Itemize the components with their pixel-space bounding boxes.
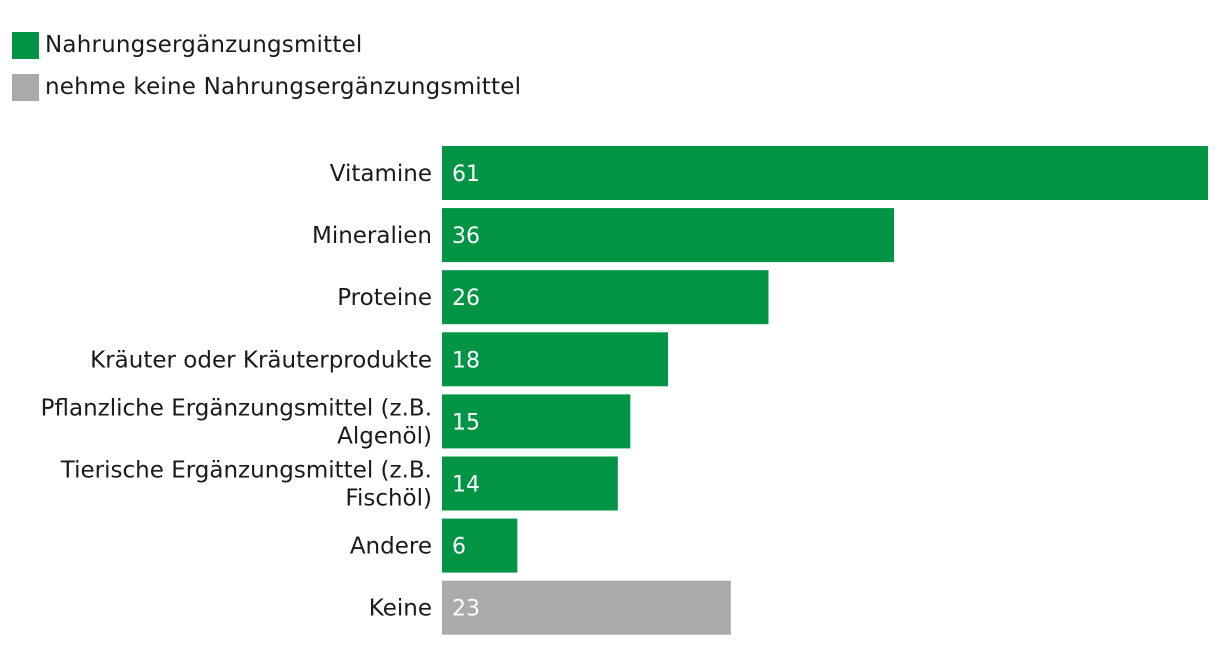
legend-label-no-supplements: nehme keine Nahrungsergänzungsmittel [45,74,522,100]
category-label: Tierische Ergänzungsmittel (z.B. [60,458,432,484]
bar-1 [442,208,895,263]
bar-0 [442,146,1208,200]
bar-6 [442,518,518,573]
category-label: Mineralien [312,223,432,249]
bar-value-label: 6 [452,535,466,560]
bar-value-label: 23 [452,597,480,622]
category-label: Keine [369,596,432,622]
chart-legend: Nahrungsergänzungsmittel nehme keine Nah… [12,24,521,108]
category-label: Fischöl) [345,486,432,512]
category-label: Algenöl) [337,423,432,449]
bar-value-label: 61 [452,162,480,187]
bar-4 [442,394,631,449]
legend-swatch-green [12,31,39,59]
bar-value-label: 26 [452,286,480,311]
bar-value-label: 14 [452,473,480,498]
legend-swatch-grey [12,73,39,101]
category-label: Pflanzliche Ergänzungsmittel (z.B. [41,395,432,421]
bar-3 [442,332,669,387]
bar-value-label: 18 [452,348,480,373]
category-label: Proteine [337,285,432,311]
bar-value-label: 15 [452,410,480,435]
category-label: Kräuter oder Kräuterprodukte [90,347,432,373]
bar-2 [442,270,769,325]
legend-item-no-supplements: nehme keine Nahrungsergänzungsmittel [12,66,521,108]
legend-item-supplements: Nahrungsergänzungsmittel [12,24,521,66]
bar-value-label: 36 [452,224,480,249]
category-label: Andere [350,534,432,560]
legend-label-supplements: Nahrungsergänzungsmittel [45,32,363,58]
bar-5 [442,456,618,511]
category-label: Vitamine [330,161,432,187]
bar-7 [442,580,731,635]
